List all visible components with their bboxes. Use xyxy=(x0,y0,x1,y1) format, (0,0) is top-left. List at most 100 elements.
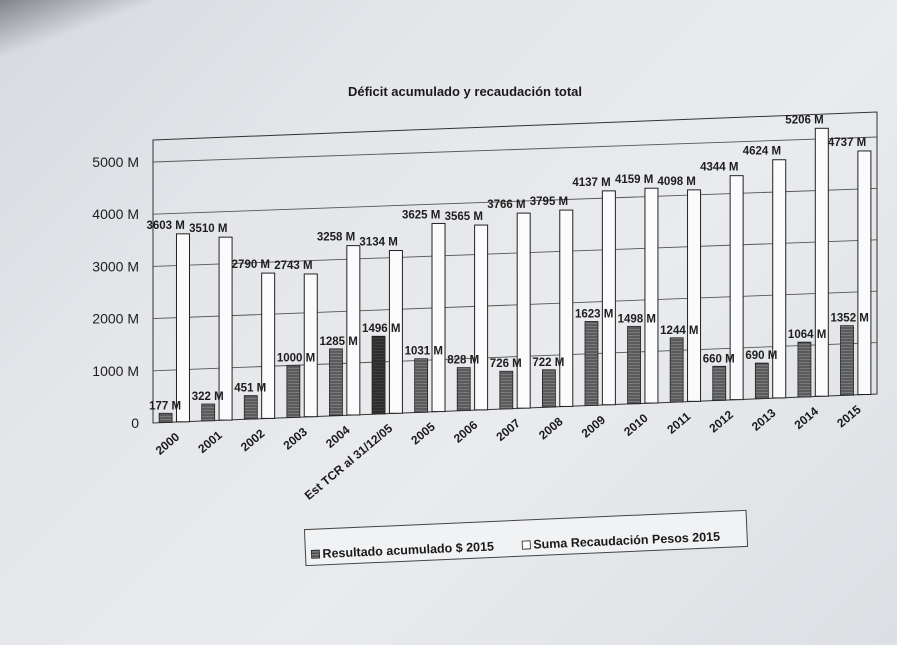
y-tick-label: 3000 M xyxy=(92,258,139,274)
y-tick-label: 5000 M xyxy=(92,154,139,170)
x-tick-label: 2015 xyxy=(834,402,864,430)
data-label-recaudacion: 3565 M xyxy=(445,211,483,223)
bar-resultado xyxy=(456,367,471,411)
bar-resultado xyxy=(669,337,684,403)
data-label-resultado: 1623 M xyxy=(575,309,613,321)
bar-recaudacion xyxy=(346,245,361,416)
data-label-recaudacion: 3625 M xyxy=(402,209,440,221)
legend-box xyxy=(303,509,749,567)
data-label-recaudacion: 5206 M xyxy=(785,114,823,126)
x-tick-label: 2003 xyxy=(281,424,311,452)
data-label-resultado: 1352 M xyxy=(831,313,869,325)
data-label-recaudacion: 3795 M xyxy=(530,196,568,208)
data-label-recaudacion: 3510 M xyxy=(189,223,227,235)
y-tick-label: 0 xyxy=(131,415,139,431)
gridline xyxy=(152,187,878,215)
x-tick-label: 2006 xyxy=(451,418,481,446)
gridline xyxy=(152,136,878,163)
bars-layer xyxy=(158,127,872,423)
data-label-resultado: 1496 M xyxy=(362,323,400,335)
bar-resultado xyxy=(499,370,514,410)
data-label-recaudacion: 3766 M xyxy=(487,199,525,211)
data-label-resultado: 322 M xyxy=(192,391,224,403)
bar-resultado xyxy=(201,403,216,422)
data-label-recaudacion: 4098 M xyxy=(658,176,696,188)
bar-recaudacion xyxy=(814,127,829,397)
bar-resultado xyxy=(329,348,343,417)
chart-title: Déficit acumulado y recaudación total xyxy=(348,84,582,99)
data-label-resultado: 660 M xyxy=(703,353,735,365)
bar-recaudacion xyxy=(218,236,233,421)
bar-recaudacion xyxy=(772,159,787,399)
data-label-resultado: 1498 M xyxy=(618,313,656,325)
legend-swatch-resultado xyxy=(310,549,321,559)
data-label-resultado: 726 M xyxy=(490,358,522,370)
bar-resultado xyxy=(542,369,556,408)
data-label-recaudacion: 4159 M xyxy=(615,174,653,186)
data-label-resultado: 690 M xyxy=(745,350,777,362)
x-tick-label: 2012 xyxy=(706,407,736,435)
data-label-resultado: 451 M xyxy=(234,383,266,395)
data-label-recaudacion: 4624 M xyxy=(743,146,781,158)
grid-layer xyxy=(152,111,878,424)
bar-recaudacion xyxy=(559,209,574,407)
y-tick-label: 2000 M xyxy=(92,311,139,327)
data-label-resultado: 1244 M xyxy=(660,325,698,337)
y-tick-label: 1000 M xyxy=(92,363,139,379)
x-tick-label: 2004 xyxy=(323,423,353,451)
x-tick-label: 2009 xyxy=(579,412,609,440)
bar-recaudacion xyxy=(857,150,872,396)
x-tick-label: 2005 xyxy=(408,419,438,447)
gridline xyxy=(152,239,878,267)
labels-layer: 177 M 3603 M 322 M 3510 M 451 M 2790 M 1000 M 2… xyxy=(146,114,868,412)
bar-recaudacion xyxy=(644,187,659,404)
x-tick-label: 2007 xyxy=(493,416,523,444)
y-tick-label: 4000 M xyxy=(92,206,139,222)
data-label-recaudacion: 3603 M xyxy=(146,220,184,232)
data-label-resultado: 1064 M xyxy=(788,329,826,341)
data-label-recaudacion: 4737 M xyxy=(828,137,866,149)
bar-resultado xyxy=(712,365,727,401)
data-label-recaudacion: 4344 M xyxy=(700,162,738,174)
bar-recaudacion xyxy=(687,189,702,402)
x-tick-label: 2011 xyxy=(664,409,693,437)
bar-resultado xyxy=(286,364,301,418)
data-label-recaudacion: 2743 M xyxy=(274,260,312,272)
data-label-resultado: 1000 M xyxy=(277,352,315,364)
x-tick-label: 2014 xyxy=(792,404,822,432)
data-label-recaudacion: 3134 M xyxy=(359,237,397,249)
x-tick-label: 2001 xyxy=(195,428,225,456)
bar-recaudacion xyxy=(261,272,276,419)
legend: Resultado acumulado $ 2015 Suma Recaudac… xyxy=(303,509,749,567)
data-label-resultado: 1285 M xyxy=(319,336,357,348)
bar-resultado xyxy=(797,341,812,398)
plot-frame xyxy=(152,111,878,424)
bar-recaudacion xyxy=(388,250,403,414)
data-label-resultado: 1031 M xyxy=(405,346,443,358)
x-tick-label: 2010 xyxy=(621,411,651,439)
bar-recaudacion xyxy=(303,273,318,418)
bar-recaudacion xyxy=(431,222,446,413)
bar-resultado xyxy=(584,321,599,406)
bar-recaudacion xyxy=(601,190,616,406)
bar-resultado xyxy=(158,412,173,423)
bar-recaudacion xyxy=(474,224,489,411)
x-tick-label: 2000 xyxy=(153,430,183,458)
data-label-resultado: 177 M xyxy=(149,400,181,412)
bar-resultado xyxy=(243,395,258,420)
bar-resultado xyxy=(414,358,429,413)
data-label-recaudacion: 3258 M xyxy=(317,232,355,244)
data-label-resultado: 722 M xyxy=(532,357,564,369)
bar-recaudacion xyxy=(516,212,531,409)
bar-resultado xyxy=(840,325,854,396)
x-tick-label: 2002 xyxy=(238,426,268,454)
bar-recaudacion xyxy=(175,233,190,423)
data-label-recaudacion: 4137 M xyxy=(572,177,610,189)
bar-recaudacion xyxy=(729,175,744,401)
legend-swatch-recaudacion xyxy=(521,540,531,550)
bar-resultado xyxy=(371,335,386,415)
data-label-resultado: 828 M xyxy=(447,355,479,367)
x-tick-label: 2008 xyxy=(536,414,566,442)
bar-resultado xyxy=(627,325,641,405)
